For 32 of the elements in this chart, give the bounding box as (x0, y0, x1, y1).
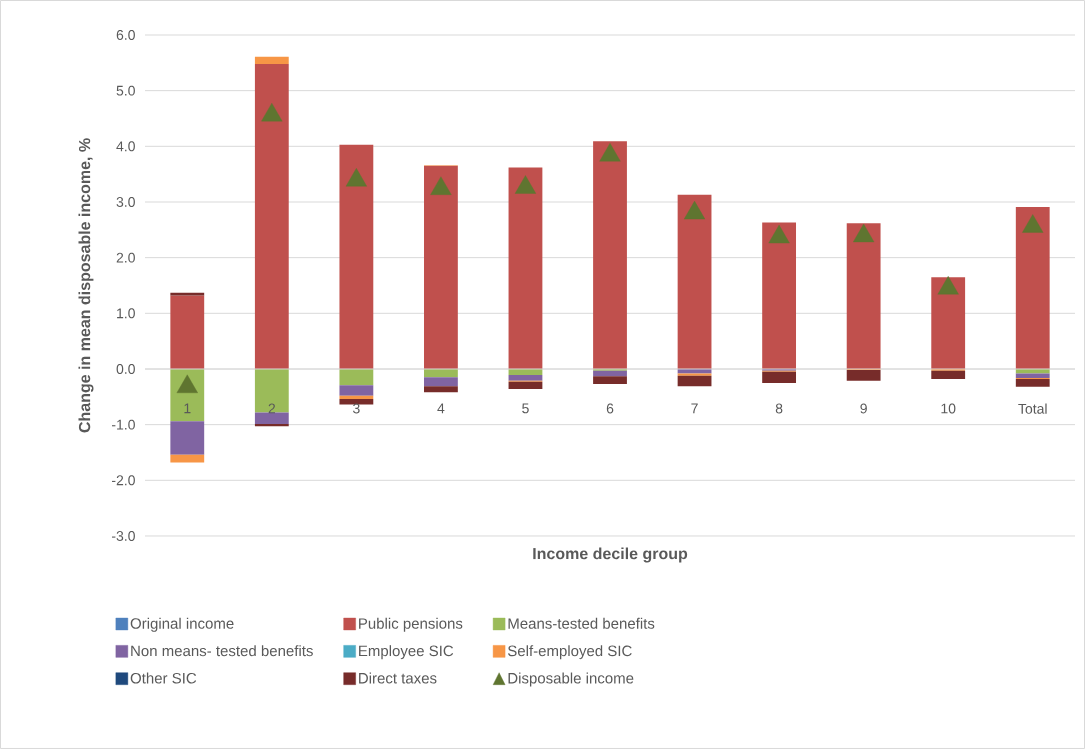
x-axis-title: Income decile group (533, 547, 688, 563)
legend-label: Direct taxes (359, 672, 437, 684)
x-tick-label: 2 (268, 403, 276, 414)
y-tick-label: -1.0 (111, 419, 135, 430)
x-tick-label: 4 (437, 403, 445, 414)
y-tick-label: 4.0 (116, 141, 135, 152)
legend-label: Public pensions (359, 617, 463, 632)
x-tick-label: 9 (860, 403, 867, 414)
y-axis-title: Change in mean disposable income, % (78, 138, 94, 433)
x-tick-label: 10 (941, 403, 956, 414)
legend-label: Means-tested benefits (508, 617, 655, 629)
legend-label: Disposable income (508, 672, 634, 687)
x-tick-label: 3 (353, 403, 360, 414)
x-tick-label: 8 (775, 403, 783, 414)
x-tick-label: Total (1018, 403, 1047, 414)
y-tick-label: 0.0 (116, 364, 135, 374)
y-tick-label: 6.0 (116, 30, 135, 40)
x-tick-label: 6 (606, 403, 614, 414)
legend-label: Self-employed SIC (507, 645, 632, 660)
legend-label: Other SIC (130, 672, 197, 684)
x-tick-label: 5 (522, 403, 529, 414)
y-tick-label: 5.0 (116, 85, 135, 96)
legend-label: Non means- tested benefits (131, 645, 313, 657)
y-tick-label: 1.0 (117, 308, 135, 319)
y-tick-label: -3.0 (111, 531, 135, 541)
x-tick-label: 7 (691, 403, 698, 414)
x-tick-label: 1 (184, 403, 191, 414)
y-tick-label: -2.0 (111, 475, 135, 486)
y-tick-label: 3.0 (116, 197, 135, 207)
legend-label: Original income (130, 617, 234, 632)
legend-label: Employee SIC (359, 645, 454, 660)
y-tick-label: 2.0 (116, 252, 135, 263)
